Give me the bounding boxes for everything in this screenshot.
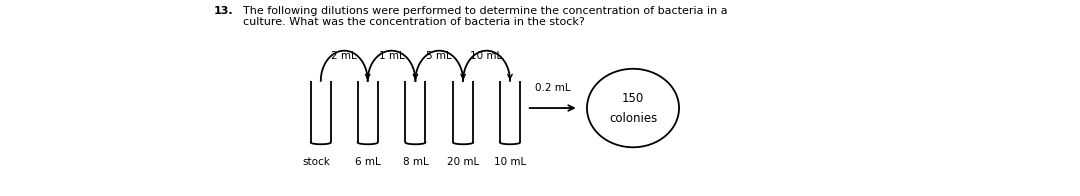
Text: 150: 150 <box>622 93 644 105</box>
Text: stock: stock <box>302 157 330 167</box>
Text: 0.2 mL: 0.2 mL <box>535 83 570 93</box>
Text: 13.: 13. <box>214 6 233 16</box>
Text: 10 mL: 10 mL <box>471 51 502 61</box>
Text: 1 mL: 1 mL <box>379 51 404 61</box>
Text: 20 mL: 20 mL <box>447 157 480 167</box>
Text: 8 mL: 8 mL <box>403 157 429 167</box>
Text: The following dilutions were performed to determine the concentration of bacteri: The following dilutions were performed t… <box>243 6 728 27</box>
Text: 6 mL: 6 mL <box>355 157 380 167</box>
Text: colonies: colonies <box>609 112 657 125</box>
Text: 5 mL: 5 mL <box>427 51 453 61</box>
Text: 2 mL: 2 mL <box>332 51 357 61</box>
Text: 10 mL: 10 mL <box>494 157 526 167</box>
